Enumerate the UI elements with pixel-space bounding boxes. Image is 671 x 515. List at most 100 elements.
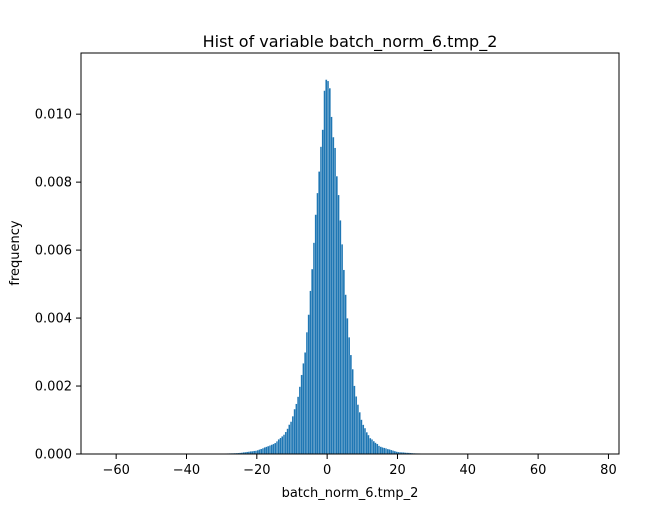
histogram-bar bbox=[267, 446, 269, 454]
histogram-bar bbox=[287, 429, 289, 454]
histogram-bar bbox=[385, 448, 387, 454]
histogram-bar bbox=[322, 130, 324, 454]
x-tick-label: 60 bbox=[530, 463, 547, 478]
histogram-bar bbox=[308, 315, 310, 454]
histogram-bar bbox=[350, 355, 352, 454]
histogram-bar bbox=[357, 405, 359, 454]
histogram-bar bbox=[259, 450, 261, 454]
histogram-bar bbox=[369, 438, 371, 454]
histogram-bar bbox=[283, 435, 285, 454]
y-tick-label: 0.002 bbox=[35, 380, 72, 395]
histogram-bar bbox=[383, 448, 385, 454]
histogram-bar bbox=[366, 432, 368, 454]
histogram-bar bbox=[364, 428, 366, 454]
histogram-bar bbox=[306, 332, 308, 454]
histogram-bar bbox=[315, 215, 317, 454]
histogram-bar bbox=[376, 444, 378, 454]
histogram-bar bbox=[274, 443, 276, 454]
x-tick-label: 80 bbox=[600, 463, 617, 478]
histogram-bar bbox=[278, 439, 280, 454]
histogram-bar bbox=[352, 369, 354, 454]
histogram-bar bbox=[355, 396, 357, 454]
histogram-bar bbox=[343, 270, 345, 454]
histogram-bar bbox=[334, 148, 336, 454]
histogram-bar bbox=[280, 438, 282, 454]
histogram-bar bbox=[290, 422, 292, 454]
histogram-bar bbox=[382, 447, 384, 454]
histogram-bar bbox=[341, 244, 343, 454]
y-tick-label: 0.004 bbox=[35, 312, 72, 327]
histogram-bar bbox=[264, 447, 266, 454]
histogram-bar bbox=[288, 425, 290, 454]
histogram-bar bbox=[390, 450, 392, 454]
histogram-bar bbox=[304, 352, 306, 454]
histogram-bar bbox=[260, 449, 262, 454]
histogram-bar bbox=[329, 88, 331, 454]
histogram-bar bbox=[317, 193, 319, 454]
histogram-bars bbox=[222, 80, 433, 454]
histogram-bar bbox=[325, 80, 327, 454]
histogram-bar bbox=[285, 432, 287, 454]
y-axis-ticks: 0.000 0.002 0.004 0.006 0.008 0.010 bbox=[35, 108, 81, 463]
histogram-bar bbox=[371, 439, 373, 454]
histogram-bar bbox=[348, 337, 350, 454]
histogram-bar bbox=[354, 386, 356, 454]
x-tick-label: −20 bbox=[243, 463, 270, 478]
histogram-bar bbox=[281, 436, 283, 454]
histogram-bar bbox=[297, 397, 299, 454]
histogram-bar bbox=[380, 447, 382, 454]
histogram-bar bbox=[361, 420, 363, 454]
histogram-bar bbox=[331, 117, 333, 454]
histogram-bar bbox=[313, 243, 315, 454]
histogram-bar bbox=[345, 295, 347, 454]
histogram-bar bbox=[373, 441, 375, 454]
y-tick-label: 0.008 bbox=[35, 176, 72, 191]
y-axis-label: frequency bbox=[8, 220, 23, 286]
x-tick-label: 40 bbox=[460, 463, 477, 478]
histogram-bar bbox=[269, 445, 271, 454]
histogram-bar bbox=[271, 445, 273, 454]
x-tick-label: −40 bbox=[173, 463, 200, 478]
histogram-bar bbox=[296, 404, 298, 454]
histogram-bar bbox=[336, 176, 338, 454]
y-tick-label: 0.006 bbox=[35, 244, 72, 259]
histogram-bar bbox=[294, 409, 296, 454]
histogram-bar bbox=[387, 449, 389, 454]
histogram-bar bbox=[339, 220, 341, 454]
histogram-bar bbox=[368, 435, 370, 454]
histogram-bar bbox=[332, 137, 334, 454]
x-tick-label: −60 bbox=[102, 463, 129, 478]
histogram-bar bbox=[303, 363, 305, 454]
x-tick-label: 0 bbox=[323, 463, 331, 478]
histogram-bar bbox=[327, 81, 329, 454]
histogram-bar bbox=[299, 387, 301, 454]
histogram-bar bbox=[346, 318, 348, 454]
histogram-bar bbox=[324, 91, 326, 454]
histogram-bar bbox=[378, 446, 380, 454]
histogram-bar bbox=[320, 147, 322, 454]
histogram-bar bbox=[311, 269, 313, 454]
x-axis-label: batch_norm_6.tmp_2 bbox=[282, 486, 419, 501]
histogram-bar bbox=[375, 443, 377, 454]
histogram-bar bbox=[257, 450, 259, 454]
y-tick-label: 0.010 bbox=[35, 108, 72, 123]
histogram-bar bbox=[273, 444, 275, 454]
histogram-bar bbox=[276, 441, 278, 454]
histogram-bar bbox=[318, 172, 320, 454]
histogram-bar bbox=[359, 412, 361, 454]
chart-title: Hist of variable batch_norm_6.tmp_2 bbox=[203, 32, 498, 52]
histogram-bar bbox=[292, 416, 294, 454]
y-tick-label: 0.000 bbox=[35, 448, 72, 463]
histogram-bar bbox=[392, 451, 394, 454]
histogram-bar bbox=[310, 291, 312, 454]
histogram-bar bbox=[301, 375, 303, 454]
histogram-bar bbox=[362, 425, 364, 454]
histogram-bar bbox=[389, 449, 391, 454]
histogram-bar bbox=[266, 447, 268, 454]
x-tick-label: 20 bbox=[389, 463, 406, 478]
histogram-bar bbox=[262, 448, 264, 454]
x-axis-ticks: −60 −40 −20 0 20 40 60 80 bbox=[102, 454, 616, 478]
histogram-bar bbox=[338, 195, 340, 454]
